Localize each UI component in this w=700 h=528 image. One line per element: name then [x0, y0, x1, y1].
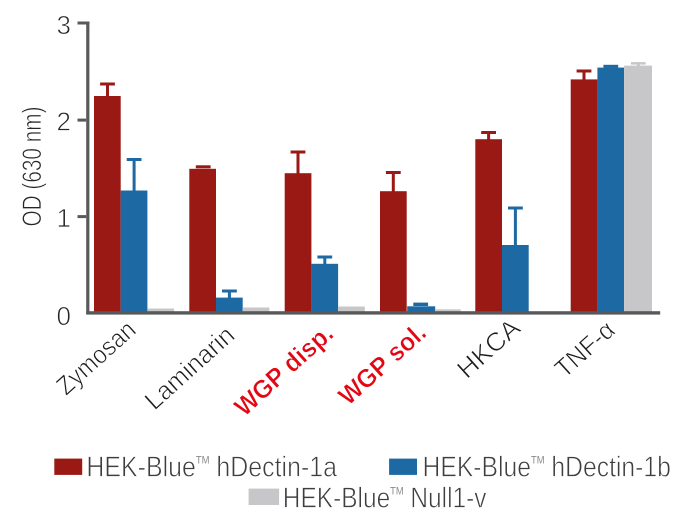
svg-text:HEK-BlueTM Null1-v: HEK-BlueTM Null1-v [283, 482, 487, 514]
svg-text:OD (630 nm): OD (630 nm) [17, 107, 47, 227]
svg-text:1: 1 [57, 203, 71, 233]
svg-text:0: 0 [57, 301, 71, 331]
svg-text:3: 3 [57, 10, 71, 40]
svg-text:HEK-BlueTM hDectin-1a: HEK-BlueTM hDectin-1a [86, 452, 337, 484]
svg-text:HEK-BlueTM hDectin-1b: HEK-BlueTM hDectin-1b [423, 452, 671, 484]
svg-text:2: 2 [57, 107, 71, 137]
